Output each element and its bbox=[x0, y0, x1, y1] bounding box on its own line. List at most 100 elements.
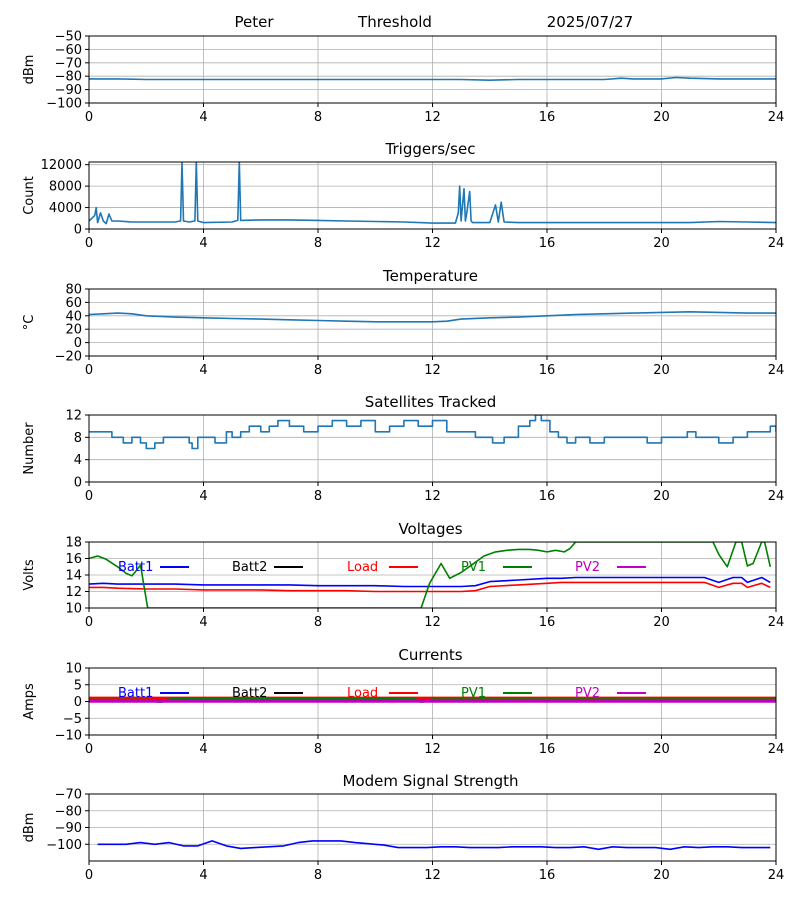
y-tick-label: 5 bbox=[74, 678, 82, 693]
legend-label-pv2: PV2 bbox=[575, 686, 600, 701]
series-line-threshold bbox=[89, 76, 776, 81]
x-tick-label: 0 bbox=[85, 489, 93, 504]
x-tick-label: 24 bbox=[768, 236, 785, 251]
y-tick-label: −5 bbox=[63, 712, 82, 727]
x-tick-label: 16 bbox=[539, 363, 556, 378]
y-tick-label: −70 bbox=[55, 788, 82, 803]
chart-title: Modem Signal Strength bbox=[343, 772, 519, 790]
legend-label-batt2: Batt2 bbox=[232, 686, 267, 701]
y-tick-label: 14 bbox=[65, 569, 82, 584]
x-tick-label: 4 bbox=[199, 363, 207, 378]
y-axis-label: dBm bbox=[22, 55, 37, 85]
x-tick-label: 4 bbox=[199, 110, 207, 125]
x-tick-label: 12 bbox=[424, 363, 441, 378]
y-tick-label: −70 bbox=[55, 56, 82, 71]
x-tick-label: 8 bbox=[314, 868, 322, 883]
panel-threshold: 0 4 8 12 16 20 24 −100−90−80−70−60−50 dBm bbox=[22, 30, 784, 126]
legend-label-batt1: Batt1 bbox=[118, 560, 153, 575]
x-tick-label: 16 bbox=[539, 615, 556, 630]
x-tick-label: 12 bbox=[424, 742, 441, 757]
series-line-batt1 bbox=[89, 576, 771, 588]
y-tick-label: 60 bbox=[65, 296, 82, 311]
x-tick-label: 8 bbox=[314, 363, 322, 378]
y-tick-label: −50 bbox=[55, 30, 82, 45]
y-tick-label: −10 bbox=[55, 729, 82, 744]
series-line-temperature bbox=[89, 311, 776, 323]
x-tick-label: 16 bbox=[539, 236, 556, 251]
x-tick-label: 4 bbox=[199, 489, 207, 504]
y-tick-label: 8000 bbox=[49, 180, 82, 195]
x-tick-label: 0 bbox=[85, 236, 93, 251]
station-name: Peter bbox=[234, 13, 274, 31]
legend-label-pv1: PV1 bbox=[461, 560, 486, 575]
x-tick-label: 16 bbox=[539, 868, 556, 883]
y-tick-label: 12 bbox=[65, 409, 82, 424]
x-tick-label: 12 bbox=[424, 236, 441, 251]
y-tick-label: 4 bbox=[74, 453, 82, 468]
x-tick-label: 12 bbox=[424, 110, 441, 125]
y-tick-label: −100 bbox=[46, 97, 82, 112]
x-tick-label: 0 bbox=[85, 615, 93, 630]
legend-label-pv1: PV1 bbox=[461, 686, 486, 701]
y-axis-label: Amps bbox=[22, 683, 37, 720]
x-tick-label: 20 bbox=[653, 742, 670, 757]
x-tick-label: 8 bbox=[314, 742, 322, 757]
chart-title: Triggers/sec bbox=[385, 140, 476, 158]
y-axis-label: Volts bbox=[22, 559, 37, 591]
y-tick-label: 20 bbox=[65, 323, 82, 338]
x-tick-label: 0 bbox=[85, 363, 93, 378]
legend-label-load: Load bbox=[347, 560, 378, 575]
x-tick-label: 12 bbox=[424, 868, 441, 883]
y-tick-label: 18 bbox=[65, 536, 82, 551]
y-tick-label: −80 bbox=[55, 70, 82, 85]
y-tick-label: 40 bbox=[65, 309, 82, 324]
y-axis-label: °C bbox=[22, 315, 37, 331]
y-tick-label: 0 bbox=[74, 476, 82, 491]
y-tick-label: 0 bbox=[74, 695, 82, 710]
series-line-triggers bbox=[89, 162, 776, 225]
series-line-load bbox=[89, 581, 771, 593]
x-tick-label: 8 bbox=[314, 110, 322, 125]
x-tick-label: 20 bbox=[653, 868, 670, 883]
y-tick-label: 10 bbox=[65, 602, 82, 617]
y-tick-label: −80 bbox=[55, 804, 82, 819]
x-tick-label: 24 bbox=[768, 742, 785, 757]
y-axis-label: dBm bbox=[22, 813, 37, 843]
legend-label-batt1: Batt1 bbox=[118, 686, 153, 701]
y-axis-label: Count bbox=[22, 176, 37, 215]
x-tick-label: 0 bbox=[85, 742, 93, 757]
series-line-pv1 bbox=[89, 542, 772, 608]
panel-satellites: 0 4 8 12 16 20 24 0 4 8 12 Satellites Tracked Number bbox=[22, 393, 784, 504]
x-tick-label: 0 bbox=[85, 110, 93, 125]
y-tick-label: 0 bbox=[74, 223, 82, 238]
x-tick-label: 20 bbox=[653, 363, 670, 378]
x-tick-label: 24 bbox=[768, 615, 785, 630]
legend-label-pv2: PV2 bbox=[575, 560, 600, 575]
x-tick-label: 24 bbox=[768, 110, 785, 125]
x-tick-label: 8 bbox=[314, 236, 322, 251]
y-tick-label: 10 bbox=[65, 662, 82, 677]
x-tick-label: 4 bbox=[199, 236, 207, 251]
y-tick-label: 12000 bbox=[41, 158, 82, 173]
x-tick-label: 24 bbox=[768, 868, 785, 883]
x-tick-label: 12 bbox=[424, 615, 441, 630]
report-title: Threshold bbox=[357, 13, 432, 31]
y-tick-label: −90 bbox=[55, 821, 82, 836]
x-tick-label: 0 bbox=[85, 868, 93, 883]
y-tick-label: 12 bbox=[65, 585, 82, 600]
x-tick-label: 20 bbox=[653, 489, 670, 504]
panel-triggers: 0 4 8 12 16 20 24 0 4000 8000 12000 Triggers/sec Cou… bbox=[22, 140, 784, 251]
x-tick-label: 16 bbox=[539, 489, 556, 504]
x-tick-label: 24 bbox=[768, 489, 785, 504]
y-axis-label: Number bbox=[22, 422, 37, 475]
x-tick-label: 20 bbox=[653, 110, 670, 125]
x-tick-label: 4 bbox=[199, 742, 207, 757]
y-tick-label: −20 bbox=[55, 350, 82, 365]
x-tick-label: 8 bbox=[314, 615, 322, 630]
x-tick-label: 12 bbox=[424, 489, 441, 504]
x-tick-label: 20 bbox=[653, 615, 670, 630]
